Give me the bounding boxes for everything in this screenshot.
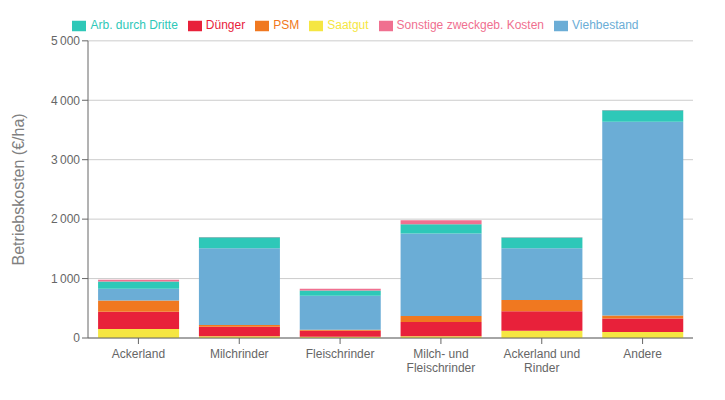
html-text:Arb. durch Dritte: Arb. durch Dritte (90, 18, 178, 32)
svg-text:Ackerland: Ackerland (112, 347, 165, 361)
svg-text:0: 0 (73, 331, 80, 345)
html-text:Dünger: Dünger (205, 18, 246, 32)
svg-text:3 000: 3 000 (51, 153, 80, 167)
svg-text:5 000: 5 000 (51, 34, 80, 48)
svg-text:Milchrinder: Milchrinder (210, 347, 269, 361)
svg-text:Milch- undFleischrinder: Milch- undFleischrinder (407, 347, 476, 375)
svg-text:2 000: 2 000 (51, 212, 80, 226)
svg-text:Betriebskosten (€/ha): Betriebskosten (€/ha) (10, 113, 27, 265)
svg-text:4 000: 4 000 (51, 94, 80, 108)
html-text:Sonstige zweckgeb. Kosten: Sonstige zweckgeb. Kosten (396, 18, 544, 32)
svg-text:Ackerland undRinder: Ackerland undRinder (503, 347, 580, 375)
html-text:Saatgut: Saatgut (327, 18, 369, 32)
html-text:PSM: PSM (273, 18, 300, 32)
svg-text:Fleischrinder: Fleischrinder (306, 347, 375, 361)
svg-text:Andere: Andere (623, 347, 662, 361)
html-text:Viehbestand: Viehbestand (572, 18, 639, 32)
svg-text:1 000: 1 000 (51, 272, 80, 286)
